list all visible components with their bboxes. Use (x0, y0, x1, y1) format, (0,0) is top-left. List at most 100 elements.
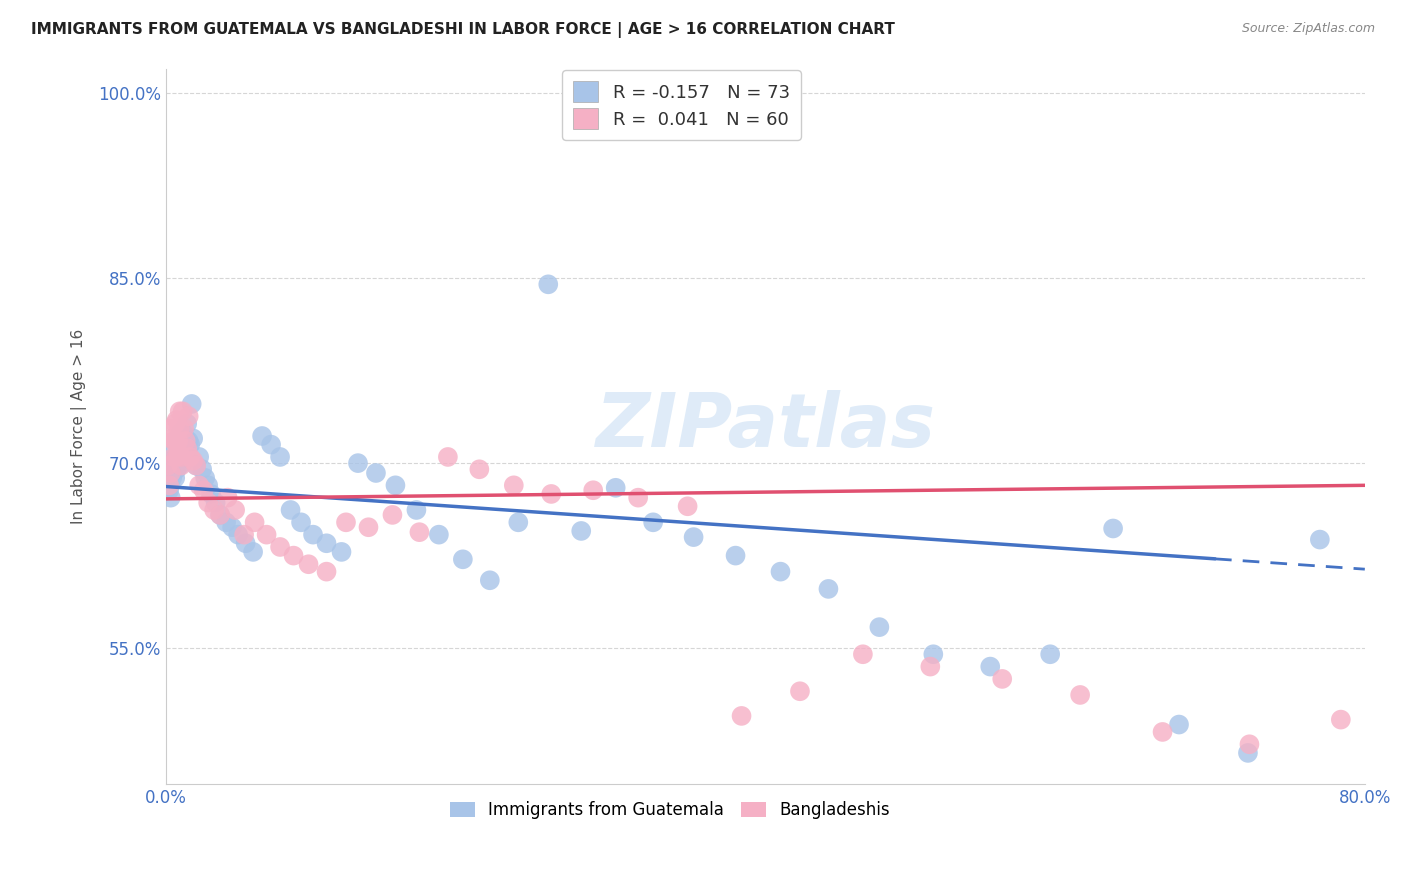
Bangladeshis (1152, 725, 1174, 739)
Immigrants from Guatemala (427, 527, 450, 541)
Immigrants from Guatemala (159, 468, 181, 483)
Bangladeshis (165, 417, 187, 431)
Bangladeshis (170, 450, 193, 464)
Immigrants from Guatemala (315, 536, 337, 550)
Immigrants from Guatemala (215, 516, 238, 530)
Immigrants from Guatemala (170, 425, 193, 440)
Immigrants from Guatemala (643, 516, 665, 530)
Immigrants from Guatemala (197, 478, 219, 492)
Immigrants from Guatemala (169, 450, 191, 464)
Immigrants from Guatemala (1168, 717, 1191, 731)
Bangladeshis (582, 483, 605, 498)
Bangladeshis (163, 450, 186, 464)
Immigrants from Guatemala (347, 456, 370, 470)
Bangladeshis (159, 466, 181, 480)
Immigrants from Guatemala (194, 471, 217, 485)
Bangladeshis (468, 462, 491, 476)
Immigrants from Guatemala (724, 549, 747, 563)
Immigrants from Guatemala (163, 452, 186, 467)
Immigrants from Guatemala (290, 516, 312, 530)
Bangladeshis (381, 508, 404, 522)
Bangladeshis (197, 495, 219, 509)
Bangladeshis (233, 527, 256, 541)
Bangladeshis (167, 434, 190, 448)
Bangladeshis (166, 450, 188, 464)
Immigrants from Guatemala (302, 527, 325, 541)
Immigrants from Guatemala (166, 462, 188, 476)
Immigrants from Guatemala (172, 437, 194, 451)
Immigrants from Guatemala (221, 520, 243, 534)
Bangladeshis (224, 503, 246, 517)
Immigrants from Guatemala (169, 458, 191, 473)
Bangladeshis (1330, 713, 1353, 727)
Bangladeshis (269, 540, 291, 554)
Bangladeshis (186, 458, 208, 473)
Bangladeshis (188, 478, 211, 492)
Bangladeshis (408, 525, 430, 540)
Legend: Immigrants from Guatemala, Bangladeshis: Immigrants from Guatemala, Bangladeshis (443, 794, 896, 825)
Bangladeshis (167, 446, 190, 460)
Bangladeshis (170, 458, 193, 473)
Immigrants from Guatemala (186, 458, 208, 473)
Immigrants from Guatemala (1237, 746, 1260, 760)
Bangladeshis (193, 483, 215, 498)
Bangladeshis (256, 527, 278, 541)
Immigrants from Guatemala (868, 620, 890, 634)
Immigrants from Guatemala (173, 451, 195, 466)
Bangladeshis (173, 421, 195, 435)
Immigrants from Guatemala (242, 545, 264, 559)
Immigrants from Guatemala (979, 659, 1001, 673)
Bangladeshis (297, 558, 319, 572)
Immigrants from Guatemala (269, 450, 291, 464)
Immigrants from Guatemala (384, 478, 406, 492)
Immigrants from Guatemala (177, 434, 200, 448)
Immigrants from Guatemala (157, 483, 180, 498)
Immigrants from Guatemala (167, 446, 190, 460)
Immigrants from Guatemala (167, 432, 190, 446)
Bangladeshis (202, 503, 225, 517)
Bangladeshis (165, 434, 187, 448)
Immigrants from Guatemala (922, 647, 945, 661)
Bangladeshis (169, 404, 191, 418)
Immigrants from Guatemala (330, 545, 353, 559)
Bangladeshis (209, 508, 232, 522)
Bangladeshis (217, 491, 239, 505)
Immigrants from Guatemala (176, 417, 198, 431)
Bangladeshis (172, 404, 194, 418)
Bangladeshis (159, 421, 181, 435)
Bangladeshis (160, 432, 183, 446)
Bangladeshis (315, 565, 337, 579)
Immigrants from Guatemala (172, 425, 194, 440)
Immigrants from Guatemala (817, 582, 839, 596)
Bangladeshis (991, 672, 1014, 686)
Bangladeshis (176, 442, 198, 456)
Bangladeshis (169, 421, 191, 435)
Bangladeshis (789, 684, 811, 698)
Immigrants from Guatemala (605, 481, 627, 495)
Y-axis label: In Labor Force | Age > 16: In Labor Force | Age > 16 (72, 328, 87, 524)
Immigrants from Guatemala (159, 491, 181, 505)
Immigrants from Guatemala (364, 466, 387, 480)
Text: Source: ZipAtlas.com: Source: ZipAtlas.com (1241, 22, 1375, 36)
Immigrants from Guatemala (204, 495, 226, 509)
Bangladeshis (163, 434, 186, 448)
Bangladeshis (627, 491, 650, 505)
Bangladeshis (730, 709, 752, 723)
Immigrants from Guatemala (188, 450, 211, 464)
Bangladeshis (1069, 688, 1091, 702)
Immigrants from Guatemala (163, 458, 186, 473)
Immigrants from Guatemala (1102, 521, 1125, 535)
Immigrants from Guatemala (160, 462, 183, 476)
Immigrants from Guatemala (165, 471, 187, 485)
Bangladeshis (157, 478, 180, 492)
Immigrants from Guatemala (569, 524, 592, 538)
Bangladeshis (335, 516, 357, 530)
Bangladeshis (243, 516, 266, 530)
Immigrants from Guatemala (235, 536, 257, 550)
Immigrants from Guatemala (166, 456, 188, 470)
Text: ZIPatlas: ZIPatlas (596, 390, 935, 463)
Immigrants from Guatemala (250, 429, 273, 443)
Bangladeshis (920, 659, 942, 673)
Bangladeshis (1239, 737, 1261, 751)
Immigrants from Guatemala (226, 527, 249, 541)
